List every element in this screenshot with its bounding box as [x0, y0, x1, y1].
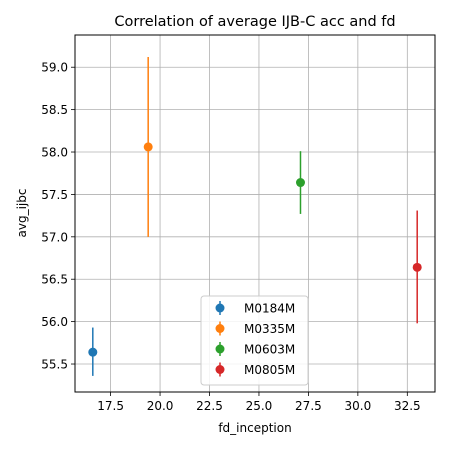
y-tick-label: 59.0 — [41, 61, 68, 75]
legend-label: M0603M — [244, 343, 295, 357]
legend-label: M0805M — [244, 363, 295, 377]
legend-marker-icon — [215, 303, 225, 313]
data-point — [88, 347, 98, 357]
legend-label: M0184M — [244, 302, 295, 316]
legend-marker-icon — [215, 365, 225, 374]
data-layer — [88, 57, 422, 376]
tick-layer: 17.5 20.0 22.5 25.0 27.5 30.0 32.5 55.5 56.0 56.5… — [41, 61, 420, 413]
y-tick-label: 56.5 — [41, 273, 68, 287]
chart-title: Correlation of average IJB-C acc and fd — [114, 14, 395, 30]
x-tick-label: 17.5 — [97, 399, 124, 413]
y-axis-label: avg_ijbc — [15, 189, 29, 238]
x-tick-label: 25.0 — [246, 399, 273, 413]
legend-label: M0335M — [244, 322, 295, 336]
y-tick-label: 57.5 — [41, 188, 68, 202]
y-tick-label: 58.0 — [41, 146, 68, 160]
data-point — [143, 142, 153, 152]
x-axis-label: fd_inception — [218, 421, 291, 435]
legend-marker-icon — [215, 324, 225, 333]
x-tick-label: 22.5 — [196, 399, 223, 413]
plot-frame — [74, 34, 436, 393]
x-tick-label: 30.0 — [344, 399, 371, 413]
legend: M0184M M0335M M0603M M0805M — [200, 295, 309, 386]
y-tick-label: 56.0 — [41, 315, 68, 329]
legend-marker-icon — [215, 344, 225, 354]
data-point — [412, 262, 422, 272]
y-tick-label: 55.5 — [41, 358, 68, 372]
y-tick-label: 58.5 — [41, 103, 68, 117]
grid — [75, 35, 435, 392]
y-tick-label: 57.0 — [41, 230, 68, 244]
x-tick-label: 20.0 — [147, 399, 174, 413]
x-tick-label: 32.5 — [394, 399, 421, 413]
x-tick-label: 27.5 — [295, 399, 322, 413]
data-point — [295, 178, 305, 188]
legend-box — [200, 295, 309, 386]
